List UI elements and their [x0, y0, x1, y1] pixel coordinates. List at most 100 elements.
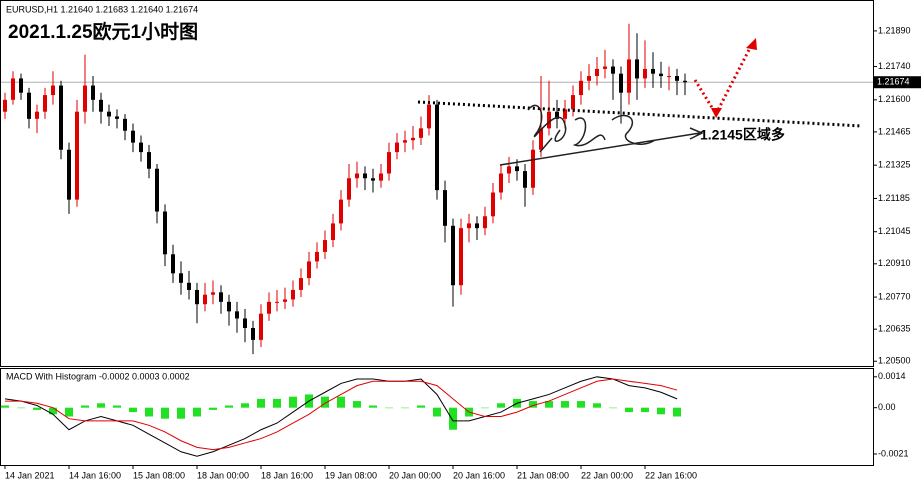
candle-body [123, 118, 127, 131]
candle-body [307, 261, 311, 279]
x-tick-label: 14 Jan 2021 [5, 470, 55, 480]
macd-histogram-bar [113, 405, 121, 408]
candle-body [571, 95, 575, 110]
x-tick-label: 18 Jan 16:00 [261, 470, 313, 480]
macd-histogram-bar [129, 407, 137, 413]
macd-histogram-bar [673, 407, 681, 417]
candle-body [563, 109, 567, 119]
candle-body [587, 76, 591, 81]
candle-body [211, 292, 215, 295]
candle-body [155, 168, 159, 212]
macd-y-tick-label: 0.00 [878, 402, 896, 412]
candle-body [387, 152, 391, 174]
candle-body [347, 178, 351, 200]
candle-body [459, 228, 463, 286]
macd-histogram-bar [497, 403, 505, 408]
x-tick-label: 19 Jan 08:00 [325, 470, 377, 480]
macd-histogram-bar [337, 396, 345, 408]
candle-body [275, 301, 279, 303]
macd-histogram-bar [545, 401, 553, 408]
y-tick-label: 1.20910 [878, 258, 911, 268]
macd-histogram-bar [657, 407, 665, 415]
macd-histogram-bar [177, 407, 185, 419]
candle-body [227, 301, 231, 312]
candle-body [515, 166, 519, 172]
candle-body [283, 299, 287, 302]
candle-body [595, 68, 599, 77]
candle-body [251, 327, 255, 340]
annotation-text: 1.2145区域多 [700, 127, 785, 143]
symbol-header: EURUSD,H1 1.21640 1.21683 1.21640 1.2167… [6, 4, 198, 14]
candle-body [99, 99, 103, 112]
last-price-box [873, 76, 921, 89]
signature-scribble [499, 104, 704, 166]
candle-body [443, 190, 447, 226]
macd-histogram-bar [209, 407, 217, 410]
macd-histogram-bar [1, 405, 9, 408]
candle-body [43, 95, 47, 112]
main-panel [0, 0, 874, 367]
macd-panel [0, 368, 874, 466]
candle-body [115, 116, 119, 119]
trend-line [417, 100, 863, 128]
candle-body [507, 166, 511, 174]
macd-histogram-bar [241, 403, 249, 408]
candle-body [339, 199, 343, 224]
macd-histogram-bar [161, 407, 169, 419]
candle-body [643, 68, 647, 79]
candle-body [539, 128, 543, 150]
candle-body [683, 80, 687, 83]
candle-body [331, 223, 335, 241]
y-tick-label: 1.20500 [878, 356, 911, 366]
macd-histogram-bar [529, 401, 537, 408]
candle-body [35, 111, 39, 119]
macd-histogram-bar [17, 407, 25, 409]
candle-body [179, 273, 183, 283]
macd-histogram-bar [401, 407, 409, 409]
macd-histogram-bar [353, 401, 361, 408]
candle-body [499, 173, 503, 193]
candle-body [259, 313, 263, 340]
candle-body [371, 178, 375, 181]
candle-body [171, 254, 175, 274]
candle-body [475, 223, 479, 229]
candle-body [323, 240, 327, 252]
candle-body [547, 111, 551, 129]
arrowhead [746, 38, 757, 50]
candle-body [91, 85, 95, 100]
macd-signal-line [5, 378, 678, 451]
candle-body [635, 59, 639, 79]
macd-histogram-bar [225, 405, 233, 408]
candle-body [67, 149, 71, 200]
candle-body [195, 289, 199, 305]
x-tick-label: 20 Jan 16:00 [453, 470, 505, 480]
x-tick-label: 14 Jan 16:00 [69, 470, 121, 480]
y-tick-label: 1.21185 [878, 193, 910, 203]
x-tick-label: 15 Jan 08:00 [133, 470, 185, 480]
candle-body [451, 225, 455, 286]
candle-body [435, 104, 439, 191]
x-tick-label: 21 Jan 08:00 [517, 470, 569, 480]
last-price-label: 1.21674 [877, 77, 910, 87]
candle-body [51, 85, 55, 96]
candle-body [267, 301, 271, 314]
macd-histogram-bar [417, 405, 425, 408]
macd-y-tick-label: 0.0014 [878, 371, 906, 381]
candle-body [107, 111, 111, 117]
macd-histogram-bar [273, 398, 281, 408]
candle-body [75, 111, 79, 200]
candle-body [83, 85, 87, 112]
candle-body [235, 311, 239, 319]
candle-body [667, 76, 671, 78]
candle-body [491, 192, 495, 217]
candle-body [427, 104, 431, 129]
y-tick-label: 1.21325 [878, 160, 911, 170]
candle-body [419, 128, 423, 138]
candle-body [291, 289, 295, 300]
candle-body [19, 78, 23, 93]
x-tick-label: 22 Jan 00:00 [581, 470, 633, 480]
macd-histogram-bar [65, 407, 73, 417]
macd-histogram-bar [641, 407, 649, 413]
arrowhead [711, 108, 722, 118]
